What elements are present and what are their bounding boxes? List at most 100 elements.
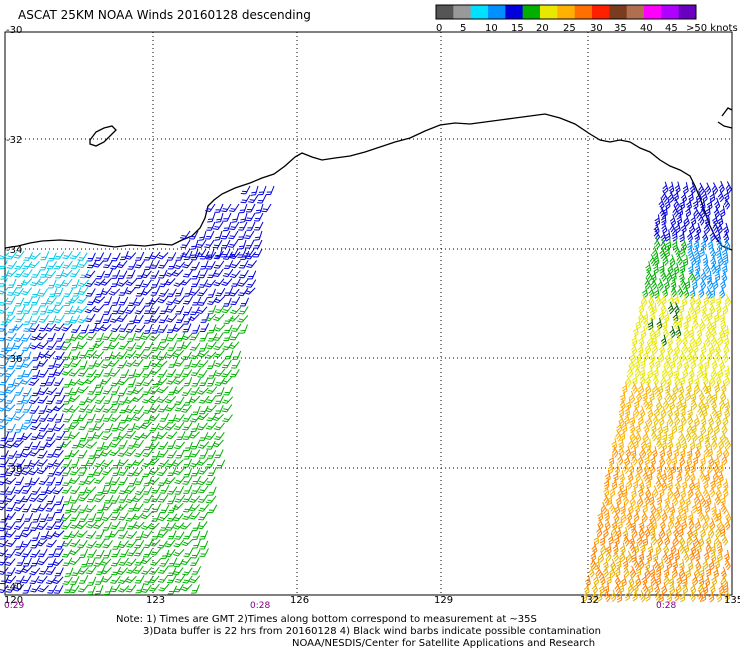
wind-barb xyxy=(237,287,249,297)
wind-barb xyxy=(223,315,234,325)
legend-color-bar xyxy=(435,4,697,20)
wind-barb xyxy=(77,332,89,340)
legend-swatch xyxy=(626,5,645,19)
wind-barb xyxy=(54,314,65,324)
wind-barb xyxy=(166,333,178,342)
wind-barb xyxy=(189,331,200,341)
wind-barb xyxy=(134,260,146,269)
wind-barb xyxy=(103,268,114,278)
legend-swatch xyxy=(470,5,489,19)
wind-barb xyxy=(6,332,17,341)
wind-barb xyxy=(134,331,145,341)
wind-barb xyxy=(20,278,33,286)
lat-label: -40 xyxy=(6,582,22,593)
wind-barb xyxy=(166,252,177,261)
wind-barb xyxy=(0,287,9,295)
wind-barb xyxy=(157,351,168,361)
wind-barb xyxy=(95,270,106,280)
wind-barb xyxy=(204,313,216,322)
wind-barb xyxy=(94,278,106,286)
legend-swatch xyxy=(436,5,454,19)
wind-barb xyxy=(166,304,177,313)
wind-barb xyxy=(140,288,153,296)
wind-barb xyxy=(223,331,233,342)
wind-barb xyxy=(133,349,145,358)
wind-barb xyxy=(15,313,26,323)
wind-barb xyxy=(14,297,25,307)
wind-barb xyxy=(206,359,216,370)
wind-barb xyxy=(103,305,113,315)
wind-barb xyxy=(30,315,41,325)
wind-barb xyxy=(103,259,114,269)
legend-label: 20 xyxy=(536,23,549,34)
lon-label: 123 xyxy=(146,595,165,606)
wind-barb xyxy=(109,333,121,342)
wind-barb xyxy=(102,313,112,323)
wind-barb xyxy=(77,286,89,296)
wind-barb xyxy=(70,251,81,260)
legend-swatch xyxy=(661,5,680,19)
legend-swatch xyxy=(505,5,524,19)
wind-barb xyxy=(109,315,121,323)
wind-barb xyxy=(23,323,34,333)
wind-barb xyxy=(55,269,65,279)
wind-barb xyxy=(174,287,184,297)
wind-barb xyxy=(40,297,50,307)
wind-barb xyxy=(132,358,144,367)
wind-barb xyxy=(12,323,24,331)
wind-barb xyxy=(7,278,17,289)
wind-barb xyxy=(92,340,105,349)
wind-barb xyxy=(63,305,74,315)
wind-barb xyxy=(199,332,209,342)
wind-barb xyxy=(127,332,136,342)
wind-barb xyxy=(117,360,128,369)
legend-label: 0 xyxy=(436,23,442,34)
wind-barb xyxy=(88,324,98,334)
wind-barb xyxy=(71,279,80,289)
legend-label: 5 xyxy=(460,23,466,34)
wind-barb xyxy=(157,295,169,304)
lon-label: 135 xyxy=(724,595,740,606)
wind-barb xyxy=(5,351,17,360)
wind-barb xyxy=(239,324,248,334)
wind-barb xyxy=(62,260,73,269)
wind-barb xyxy=(7,324,18,333)
wind-barb xyxy=(150,278,161,288)
wind-barb xyxy=(175,314,186,324)
wind-barb xyxy=(46,332,56,342)
wind-barb xyxy=(6,306,16,316)
wind-barb xyxy=(77,279,90,288)
wind-barb xyxy=(197,297,208,306)
legend-swatch xyxy=(557,5,576,19)
legend-swatch xyxy=(592,5,610,19)
wind-barb xyxy=(54,251,65,260)
wind-barb xyxy=(196,306,208,315)
wind-barb xyxy=(100,323,112,332)
legend-label: 15 xyxy=(511,23,524,34)
wind-barb xyxy=(134,306,146,315)
wind-barb xyxy=(71,324,82,334)
wind-barb xyxy=(244,287,256,295)
wind-barb xyxy=(126,342,137,351)
wind-barb xyxy=(22,296,33,306)
wind-barb xyxy=(183,296,194,305)
wind-barb xyxy=(30,278,41,287)
wind-barb xyxy=(182,323,192,333)
wind-barb xyxy=(214,324,226,332)
wind-barb xyxy=(72,287,82,297)
wind-barb xyxy=(13,341,24,350)
wind-barb xyxy=(79,360,88,370)
lon-label: 132 xyxy=(580,595,599,606)
wind-barb xyxy=(158,342,170,351)
wind-barb xyxy=(125,305,136,314)
wind-barb xyxy=(93,296,106,304)
wind-barb xyxy=(126,324,137,333)
wind-barb xyxy=(191,278,201,288)
time-label: 0:28 xyxy=(656,601,676,611)
wind-barb xyxy=(140,332,152,341)
wind-barb xyxy=(118,341,130,350)
wind-barb xyxy=(29,342,41,350)
wind-barb xyxy=(118,323,129,332)
wind-barb xyxy=(30,296,41,306)
wind-barb xyxy=(46,261,58,270)
